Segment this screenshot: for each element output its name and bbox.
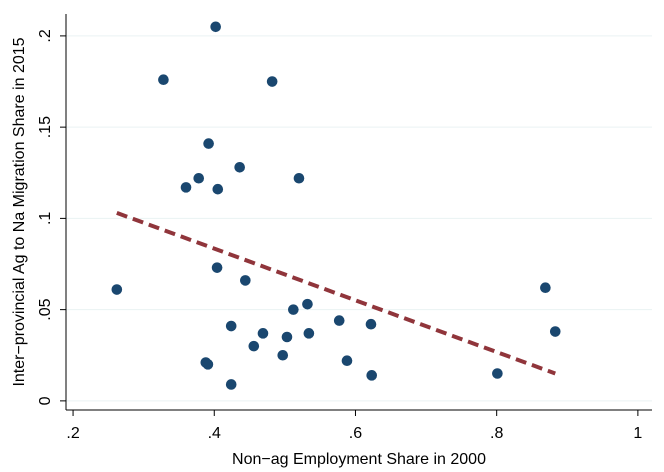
data-point xyxy=(248,340,260,352)
data-point xyxy=(193,172,205,184)
data-point xyxy=(111,284,123,295)
y-tick-label: 0 xyxy=(37,396,54,405)
data-point xyxy=(212,183,224,195)
data-point xyxy=(266,76,278,87)
data-point xyxy=(303,328,315,339)
points-layer xyxy=(111,21,561,390)
x-axis-title: Non−ag Employment Share in 2000 xyxy=(232,451,486,468)
data-point xyxy=(281,331,293,343)
data-point xyxy=(492,368,503,379)
data-point xyxy=(366,370,378,381)
y-tick-label: .05 xyxy=(37,298,54,320)
x-tick-label: .2 xyxy=(66,425,79,442)
data-point xyxy=(365,318,377,330)
data-point xyxy=(540,282,551,294)
data-point xyxy=(210,21,221,33)
data-point xyxy=(257,328,269,339)
data-point xyxy=(225,379,237,390)
y-tick-label: .15 xyxy=(37,116,54,138)
x-tick-label: .4 xyxy=(208,425,221,442)
data-point xyxy=(333,315,345,326)
data-point xyxy=(293,172,305,184)
x-tick-label: .8 xyxy=(490,425,503,442)
data-point xyxy=(549,326,561,337)
data-point xyxy=(234,161,245,173)
fit-line xyxy=(116,211,556,376)
data-point xyxy=(277,349,289,361)
x-tick-label: 1 xyxy=(633,425,642,442)
data-point xyxy=(211,262,223,273)
data-point xyxy=(302,298,313,310)
y-tick-label: .1 xyxy=(37,212,54,225)
fit-line-layer xyxy=(116,211,556,376)
data-point xyxy=(341,355,353,367)
data-point xyxy=(288,304,299,315)
data-point xyxy=(158,74,169,85)
data-point xyxy=(225,320,237,332)
axes: 0 .05 .1 .15 .2 .2 .4 .6 .8 1 xyxy=(37,14,652,442)
data-point xyxy=(202,359,214,370)
y-tick-label: .2 xyxy=(37,29,54,42)
data-point xyxy=(240,275,251,286)
gridlines xyxy=(66,35,652,402)
data-point xyxy=(203,138,214,149)
x-tick-label: .6 xyxy=(349,425,362,442)
data-point xyxy=(180,182,192,193)
y-axis-title: Inter−provincial Ag to Na Migration Shar… xyxy=(11,37,28,386)
